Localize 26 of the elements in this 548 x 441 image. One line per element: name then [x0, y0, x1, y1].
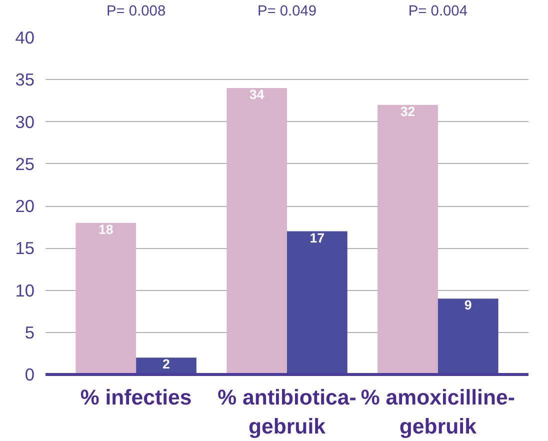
text: P= 0.004	[408, 4, 468, 20]
bar	[226, 88, 287, 374]
y-tick-label: 35	[15, 70, 35, 90]
bar	[287, 231, 348, 374]
bar	[378, 104, 438, 374]
data-label: 34	[249, 87, 265, 102]
bar	[76, 222, 136, 374]
x-tick-label: % infecties	[80, 386, 192, 410]
y-tick-label: 10	[15, 280, 35, 300]
y-tick-label: 40	[15, 28, 35, 48]
y-tick-label: 0	[24, 364, 35, 384]
data-label: 9	[464, 298, 472, 313]
y-tick-label: 5	[24, 322, 35, 342]
data-label: 17	[310, 230, 325, 246]
y-tick-label: 15	[15, 238, 35, 258]
y-tick-label: 30	[15, 112, 35, 132]
y-tick-label: 25	[15, 154, 35, 174]
data-label: 18	[98, 222, 114, 237]
y-tick-label: 20	[15, 196, 35, 216]
bar	[438, 298, 498, 374]
text: P= 0.049	[257, 4, 317, 20]
data-label: 2	[162, 356, 170, 372]
data-label: 32	[400, 104, 416, 119]
text: P= 0.008	[106, 4, 166, 20]
x-tick-label: % antibiotica- gebruik	[218, 386, 356, 438]
x-tick-label: % amoxicilline- gebruik	[360, 386, 515, 438]
